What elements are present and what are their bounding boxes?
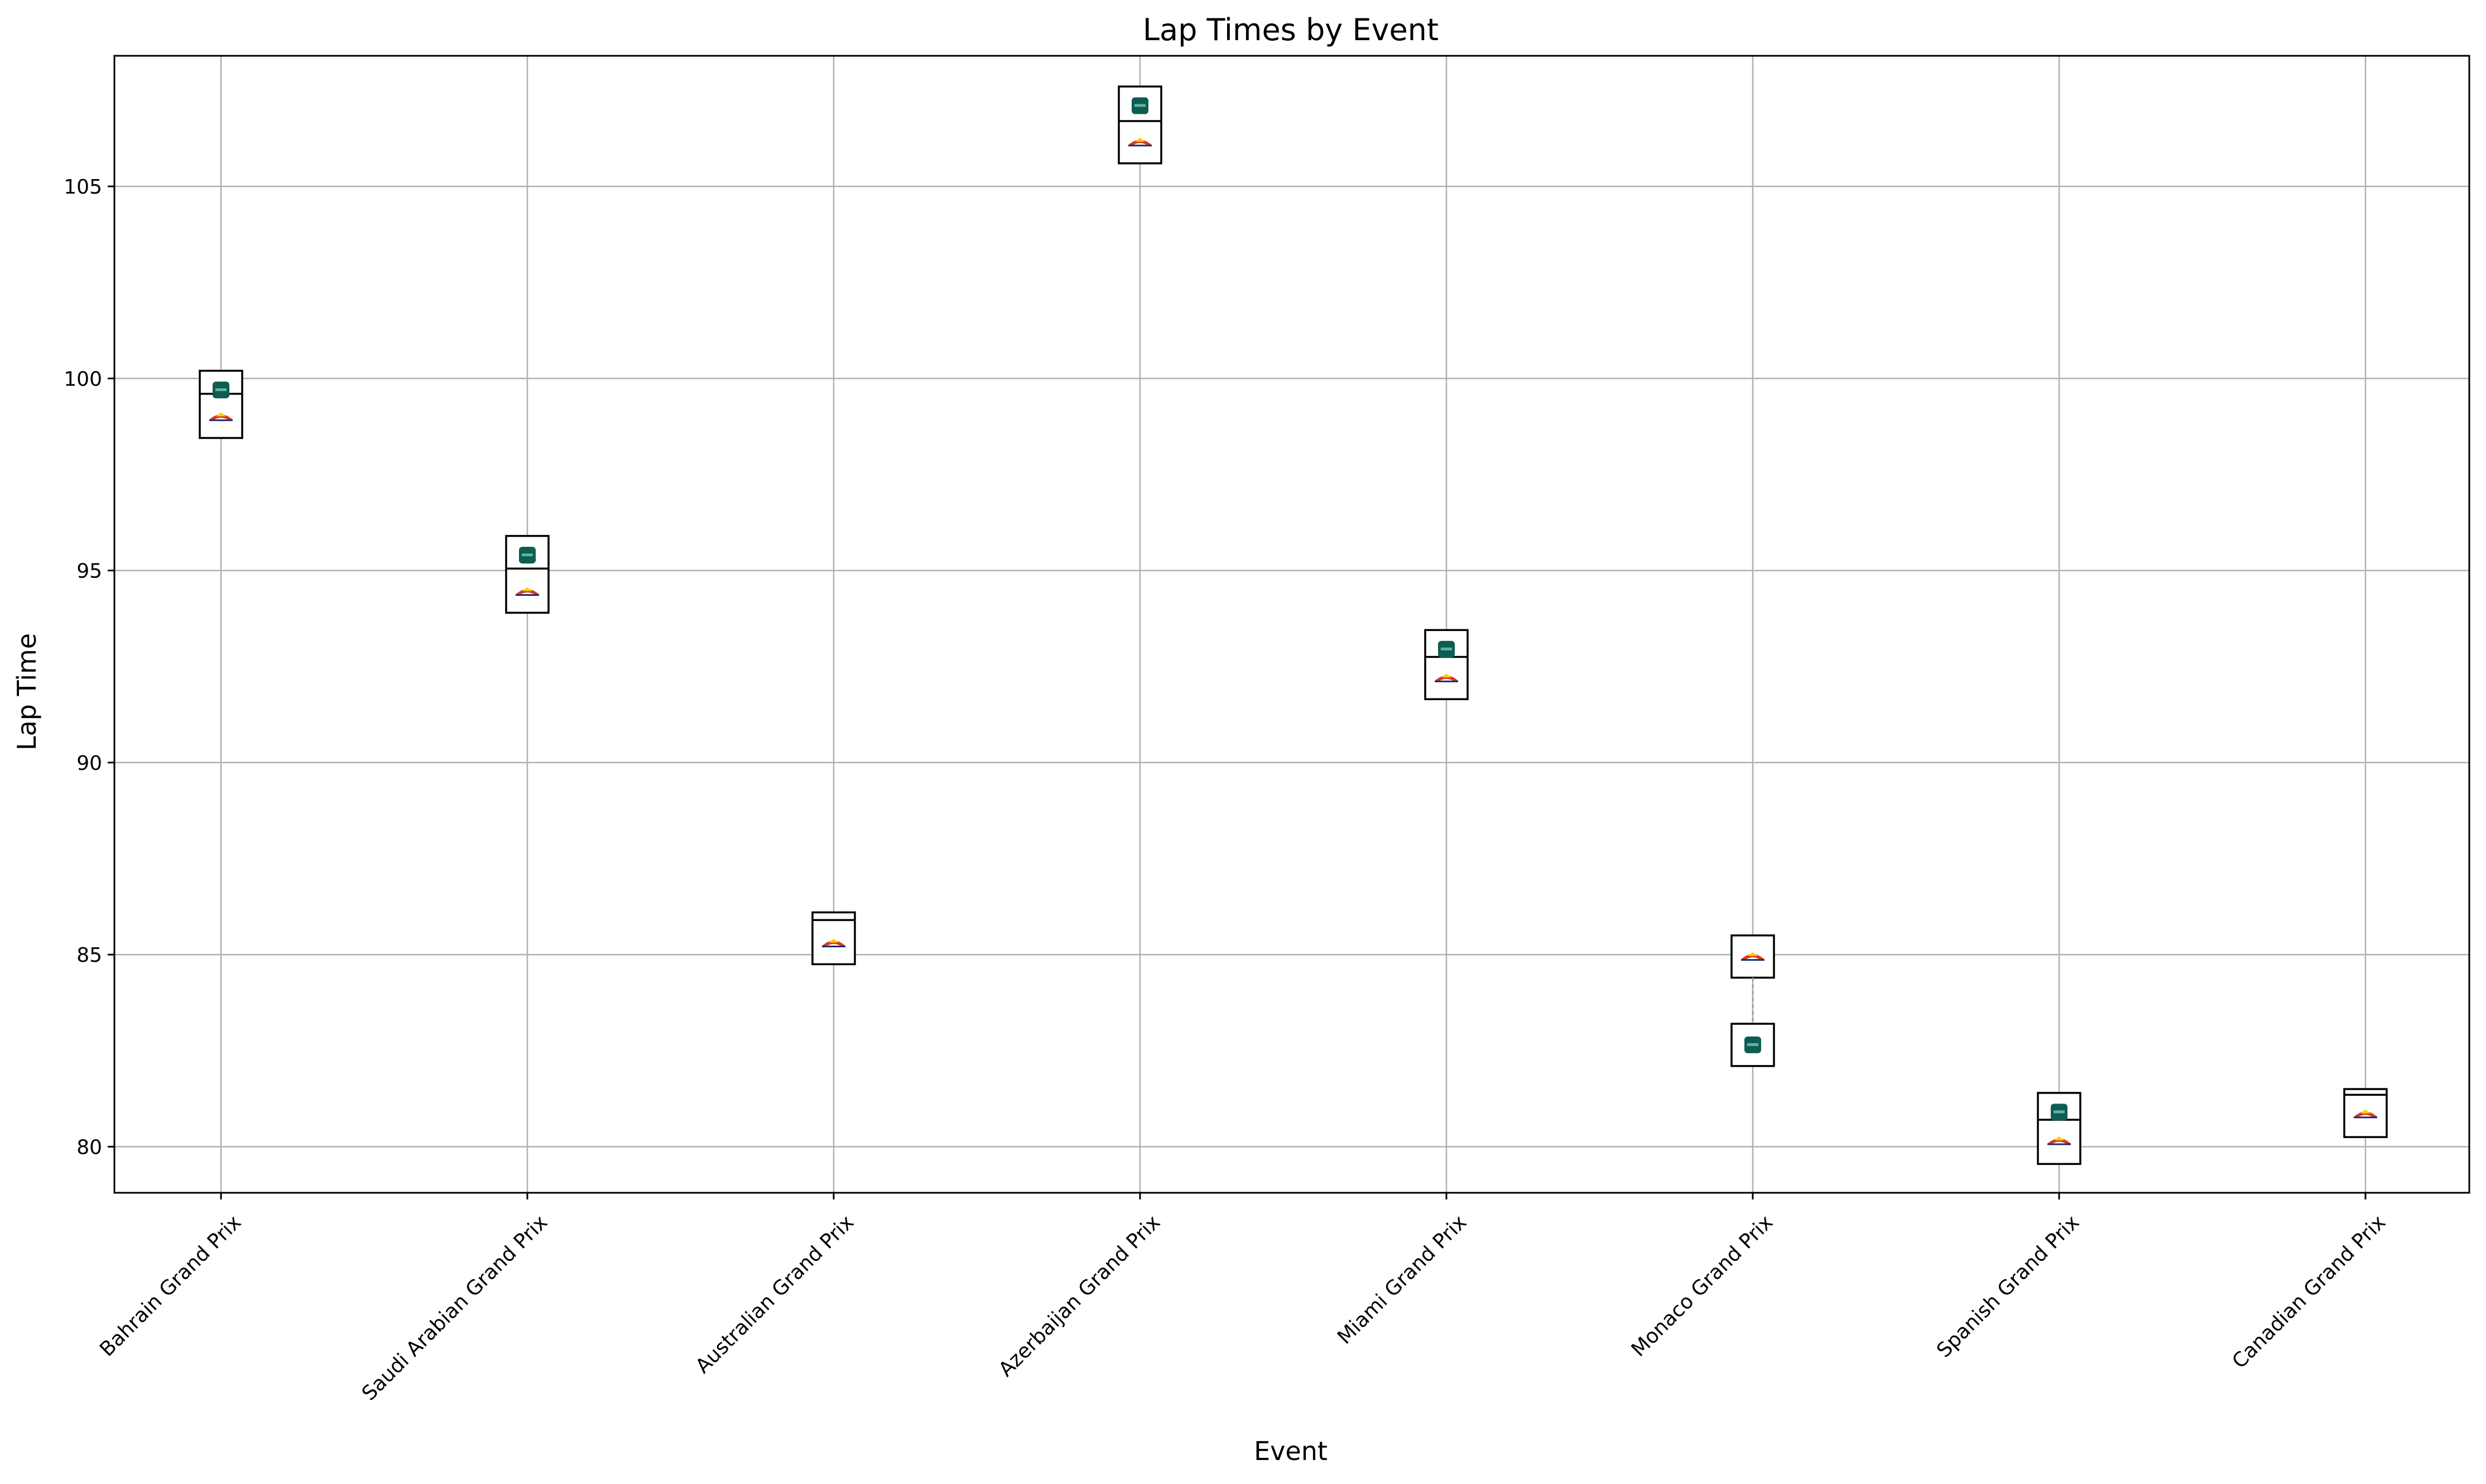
x-tick-label: Saudi Arabian Grand Prix xyxy=(358,1211,552,1405)
red-car-marker xyxy=(2354,1109,2377,1119)
plot-frame xyxy=(113,55,2470,1194)
y-tick-label: 80 xyxy=(76,1136,102,1159)
y-tick-label: 95 xyxy=(76,560,102,583)
green-car-marker xyxy=(1438,640,1455,658)
y-tick-label: 90 xyxy=(76,752,102,775)
x-tick-label: Spanish Grand Prix xyxy=(1932,1211,2084,1362)
green-car-marker xyxy=(2051,1104,2067,1121)
x-tick-label: Miami Grand Prix xyxy=(1333,1211,1471,1348)
y-tick-label: 85 xyxy=(76,944,102,967)
y-axis-label: Lap Time xyxy=(12,633,42,750)
red-car-marker xyxy=(822,938,845,947)
box-plots xyxy=(199,85,2388,1165)
y-tick-label: 100 xyxy=(64,368,102,391)
x-tick-label: Azerbaijan Grand Prix xyxy=(994,1211,1165,1381)
box xyxy=(2037,1092,2081,1165)
x-ticks: Bahrain Grand Prix Saudi Arabian Grand Pr… xyxy=(95,1193,2390,1405)
green-car-marker xyxy=(1744,1036,1761,1053)
green-car-marker xyxy=(1132,97,1148,114)
green-car-marker xyxy=(213,382,229,399)
green-car-marker xyxy=(519,547,536,564)
box xyxy=(199,369,243,439)
red-car-marker xyxy=(1741,952,1764,961)
red-car-marker xyxy=(1435,673,1458,682)
red-car-marker xyxy=(516,587,539,596)
x-tick-label: Bahrain Grand Prix xyxy=(95,1211,246,1361)
x-tick-label: Canadian Grand Prix xyxy=(2228,1211,2391,1373)
y-ticks: 80 85 90 95 100 105 xyxy=(64,176,114,1159)
data-markers xyxy=(209,97,2377,1145)
x-axis-label: Event xyxy=(1254,1436,1328,1466)
red-car-marker xyxy=(2047,1136,2071,1145)
box xyxy=(1424,629,1469,701)
grid-lines xyxy=(114,56,2469,1193)
x-tick-label: Australian Grand Prix xyxy=(691,1211,859,1378)
red-car-marker xyxy=(1128,137,1152,147)
red-car-marker xyxy=(209,412,233,421)
chart-title: Lap Times by Event xyxy=(1143,12,1439,47)
x-tick-label: Monaco Grand Prix xyxy=(1627,1211,1778,1361)
y-tick-label: 105 xyxy=(64,176,102,199)
